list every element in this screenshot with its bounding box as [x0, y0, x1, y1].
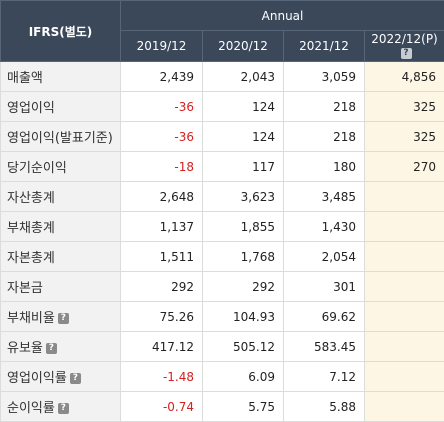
row-label: 부채비율?: [1, 302, 121, 332]
estimate-value-cell: [365, 242, 444, 272]
question-mark-icon[interactable]: ?: [58, 313, 69, 324]
row-label-text: 자본금: [7, 281, 43, 296]
estimate-value-cell: [365, 272, 444, 302]
value-cell: 6.09: [203, 362, 284, 392]
value-cell: 292: [121, 272, 203, 302]
row-label-text: 유보율: [7, 341, 43, 356]
value-cell: 1,855: [203, 212, 284, 242]
row-label: 영업이익(발표기준): [1, 122, 121, 152]
value-cell: 2,043: [203, 62, 284, 92]
estimate-value-cell: [365, 302, 444, 332]
value-cell: 505.12: [203, 332, 284, 362]
estimate-value-cell: 270: [365, 152, 444, 182]
estimate-value-cell: [365, 182, 444, 212]
estimate-value-cell: [365, 212, 444, 242]
period-header: 2021/12: [284, 31, 365, 62]
row-label-text: 부채비율: [7, 311, 55, 326]
row-label: 부채총계: [1, 212, 121, 242]
value-cell: -36: [121, 92, 203, 122]
value-cell: 180: [284, 152, 365, 182]
value-cell: 124: [203, 92, 284, 122]
estimate-value-cell: [365, 362, 444, 392]
period-header: 2019/12: [121, 31, 203, 62]
value-cell: 5.75: [203, 392, 284, 422]
row-label-text: 영업이익률: [7, 371, 67, 386]
value-cell: 124: [203, 122, 284, 152]
value-cell: 69.62: [284, 302, 365, 332]
value-cell: 583.45: [284, 332, 365, 362]
value-cell: -18: [121, 152, 203, 182]
estimate-value-cell: 325: [365, 92, 444, 122]
value-cell: -36: [121, 122, 203, 152]
value-cell: 1,768: [203, 242, 284, 272]
row-label: 영업이익: [1, 92, 121, 122]
value-cell: 1,137: [121, 212, 203, 242]
row-label-text: 영업이익(발표기준): [7, 131, 113, 146]
row-label-text: 부채총계: [7, 221, 55, 236]
row-label: 영업이익률?: [1, 362, 121, 392]
value-cell: 3,623: [203, 182, 284, 212]
value-cell: 5.88: [284, 392, 365, 422]
value-cell: 218: [284, 122, 365, 152]
question-mark-icon[interactable]: ?: [46, 343, 57, 354]
question-mark-icon[interactable]: ?: [58, 403, 69, 414]
row-label: 당기순이익: [1, 152, 121, 182]
value-cell: 218: [284, 92, 365, 122]
row-label: 자본금: [1, 272, 121, 302]
row-label: 자산총계: [1, 182, 121, 212]
row-label-text: 당기순이익: [7, 161, 67, 176]
row-label-text: 자본총계: [7, 251, 55, 266]
value-cell: 292: [203, 272, 284, 302]
value-cell: -0.74: [121, 392, 203, 422]
value-cell: 2,439: [121, 62, 203, 92]
estimate-value-cell: 4,856: [365, 62, 444, 92]
estimate-value-cell: [365, 332, 444, 362]
value-cell: 7.12: [284, 362, 365, 392]
value-cell: 3,485: [284, 182, 365, 212]
row-label: 자본총계: [1, 242, 121, 272]
row-label-text: 자산총계: [7, 191, 55, 206]
value-cell: 3,059: [284, 62, 365, 92]
question-mark-icon[interactable]: ?: [70, 373, 81, 384]
period-header-estimate: 2022/12(P)?: [365, 31, 444, 62]
row-label-text: 영업이익: [7, 101, 55, 116]
value-cell: 75.26: [121, 302, 203, 332]
row-label-text: 매출액: [7, 71, 43, 86]
estimate-value-cell: 325: [365, 122, 444, 152]
row-label: 유보율?: [1, 332, 121, 362]
row-label: 매출액: [1, 62, 121, 92]
value-cell: -1.48: [121, 362, 203, 392]
value-cell: 301: [284, 272, 365, 302]
value-cell: 417.12: [121, 332, 203, 362]
annual-group-header: Annual: [121, 1, 444, 31]
value-cell: 117: [203, 152, 284, 182]
question-mark-icon[interactable]: ?: [401, 48, 412, 59]
period-header: 2020/12: [203, 31, 284, 62]
row-label: 순이익률?: [1, 392, 121, 422]
estimate-value-cell: [365, 392, 444, 422]
value-cell: 104.93: [203, 302, 284, 332]
value-cell: 1,511: [121, 242, 203, 272]
value-cell: 1,430: [284, 212, 365, 242]
value-cell: 2,054: [284, 242, 365, 272]
accounting-standard-header: IFRS(별도): [1, 1, 121, 62]
value-cell: 2,648: [121, 182, 203, 212]
